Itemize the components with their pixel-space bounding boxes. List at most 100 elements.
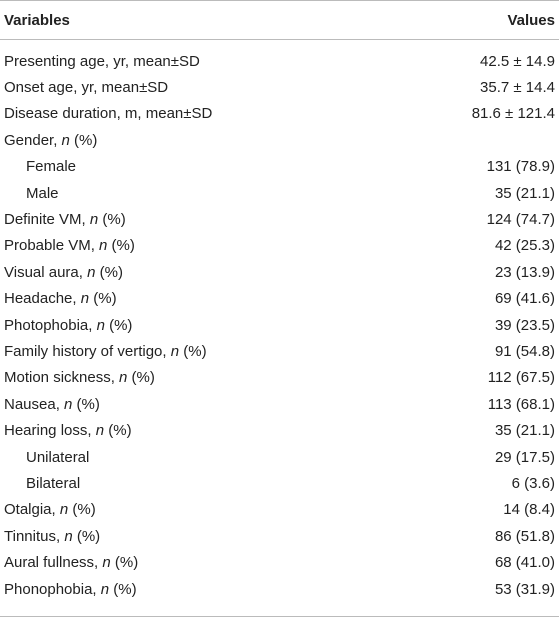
italic-text: n — [100, 580, 110, 598]
text: Presenting age, yr, mean±SD — [4, 52, 200, 70]
text: (%) — [109, 580, 137, 598]
italic-text: n — [64, 527, 73, 545]
italic-text: n — [170, 342, 180, 360]
table-row: Phonophobia, n (%) 53 (31.9) — [0, 576, 559, 602]
text: Gender, — [4, 131, 62, 149]
text: Aural fullness, — [4, 554, 103, 572]
text: Phonophobia, — [4, 580, 101, 598]
variable-cell: Gender, n (%) — [4, 132, 97, 149]
text: Headache, — [4, 290, 81, 308]
text: Bilateral — [26, 474, 81, 492]
table-row: Aural fullness, n (%) 68 (41.0) — [0, 549, 559, 575]
value-cell: 23 (13.9) — [494, 263, 555, 281]
text: Tinnitus, — [4, 527, 65, 545]
italic-text: n — [80, 290, 90, 308]
text: (%) — [95, 263, 123, 281]
text: (%) — [72, 527, 101, 545]
text: (%) — [104, 422, 132, 440]
variable-cell: Otalgia, n (%) — [4, 501, 96, 518]
italic-text: n — [95, 422, 105, 440]
variable-cell: Male — [4, 185, 59, 202]
table-row: Unilateral 29 (17.5) — [0, 444, 559, 470]
text: Disease duration, m, mean±SD — [4, 105, 213, 123]
table-row: Nausea, n (%) 113 (68.1) — [0, 391, 559, 417]
table-row: Visual aura, n (%) 23 (13.9) — [0, 259, 559, 285]
text: (%) — [127, 369, 155, 387]
text: (%) — [68, 501, 96, 519]
variable-cell: Bilateral — [4, 475, 80, 492]
value-cell: 112 (67.5) — [487, 369, 555, 387]
variable-cell: Presenting age, yr, mean±SD — [4, 53, 200, 70]
text: Male — [26, 184, 59, 202]
text: Probable VM, — [4, 237, 100, 255]
value-cell: 29 (17.5) — [494, 448, 555, 466]
variable-cell: Family history of vertigo, n (%) — [4, 343, 207, 360]
table-row: Presenting age, yr, mean±SD 42.5 ± 14.9 — [0, 48, 559, 74]
value-cell: 39 (23.5) — [494, 316, 555, 334]
variable-cell: Tinnitus, n (%) — [4, 528, 100, 545]
value-cell: 6 (3.6) — [511, 474, 555, 492]
italic-text: n — [64, 395, 73, 413]
text: (%) — [89, 290, 117, 308]
text: (%) — [98, 211, 126, 229]
text: (%) — [110, 554, 139, 572]
text: (%) — [69, 131, 98, 149]
variable-cell: Probable VM, n (%) — [4, 237, 135, 254]
value-cell: 81.6 ± 121.4 — [471, 105, 555, 123]
italic-text: n — [61, 131, 70, 149]
value-cell: 124 (74.7) — [486, 211, 555, 229]
value-cell: 113 (68.1) — [487, 395, 555, 413]
variable-cell: Motion sickness, n (%) — [4, 369, 155, 386]
text: Nausea, — [4, 395, 65, 413]
variable-cell: Definite VM, n (%) — [4, 211, 126, 228]
variable-cell: Nausea, n (%) — [4, 396, 100, 413]
variable-cell: Disease duration, m, mean±SD — [4, 105, 212, 122]
value-cell: 35 (21.1) — [494, 422, 555, 440]
table-row: Female 131 (78.9) — [0, 154, 559, 180]
table-row: Bilateral 6 (3.6) — [0, 470, 559, 496]
variable-cell: Hearing loss, n (%) — [4, 422, 132, 439]
text: Family history of vertigo, — [4, 342, 171, 360]
table-row: Probable VM, n (%) 42 (25.3) — [0, 233, 559, 259]
table-row: Gender, n (%) — [0, 127, 559, 153]
variable-cell: Female — [4, 158, 76, 175]
text: Unilateral — [26, 448, 90, 466]
value-cell: 68 (41.0) — [494, 554, 555, 572]
italic-text: n — [89, 211, 99, 229]
variable-cell: Photophobia, n (%) — [4, 317, 132, 334]
value-cell: 91 (54.8) — [494, 342, 555, 360]
value-cell: 42.5 ± 14.9 — [480, 52, 555, 70]
table-row: Tinnitus, n (%) 86 (51.8) — [0, 523, 559, 549]
table-row: Disease duration, m, mean±SD 81.6 ± 121.4 — [0, 101, 559, 127]
table-row: Definite VM, n (%) 124 (74.7) — [0, 206, 559, 232]
table-row: Otalgia, n (%) 14 (8.4) — [0, 497, 559, 523]
value-cell: 131 (78.9) — [486, 158, 555, 176]
italic-text: n — [96, 316, 105, 334]
text: (%) — [179, 342, 207, 360]
text: Definite VM, — [4, 211, 90, 229]
value-cell: 35 (21.1) — [494, 184, 555, 202]
table-row: Photophobia, n (%) 39 (23.5) — [0, 312, 559, 338]
value-cell: 86 (51.8) — [494, 527, 555, 545]
value-cell: 42 (25.3) — [494, 237, 555, 255]
variable-cell: Phonophobia, n (%) — [4, 581, 137, 598]
text: (%) — [107, 237, 135, 255]
table-row: Onset age, yr, mean±SD 35.7 ± 14.4 — [0, 74, 559, 100]
header-cell: Values — [507, 11, 555, 29]
table-row: Hearing loss, n (%) 35 (21.1) — [0, 417, 559, 443]
variable-cell: Headache, n (%) — [4, 290, 117, 307]
italic-text: n — [119, 369, 128, 387]
text: Onset age, yr, mean±SD — [4, 79, 169, 97]
text: Female — [26, 158, 77, 176]
header-cell: Variables — [4, 11, 70, 29]
italic-text: n — [59, 501, 69, 519]
text: (%) — [72, 395, 100, 413]
table-row: Family history of vertigo, n (%) 91 (54.8… — [0, 338, 559, 364]
table-row: Motion sickness, n (%) 112 (67.5) — [0, 365, 559, 391]
variable-cell: Aural fullness, n (%) — [4, 554, 138, 571]
italic-text: n — [99, 237, 108, 255]
value-cell: 69 (41.6) — [494, 290, 555, 308]
text: Otalgia, — [4, 501, 60, 519]
